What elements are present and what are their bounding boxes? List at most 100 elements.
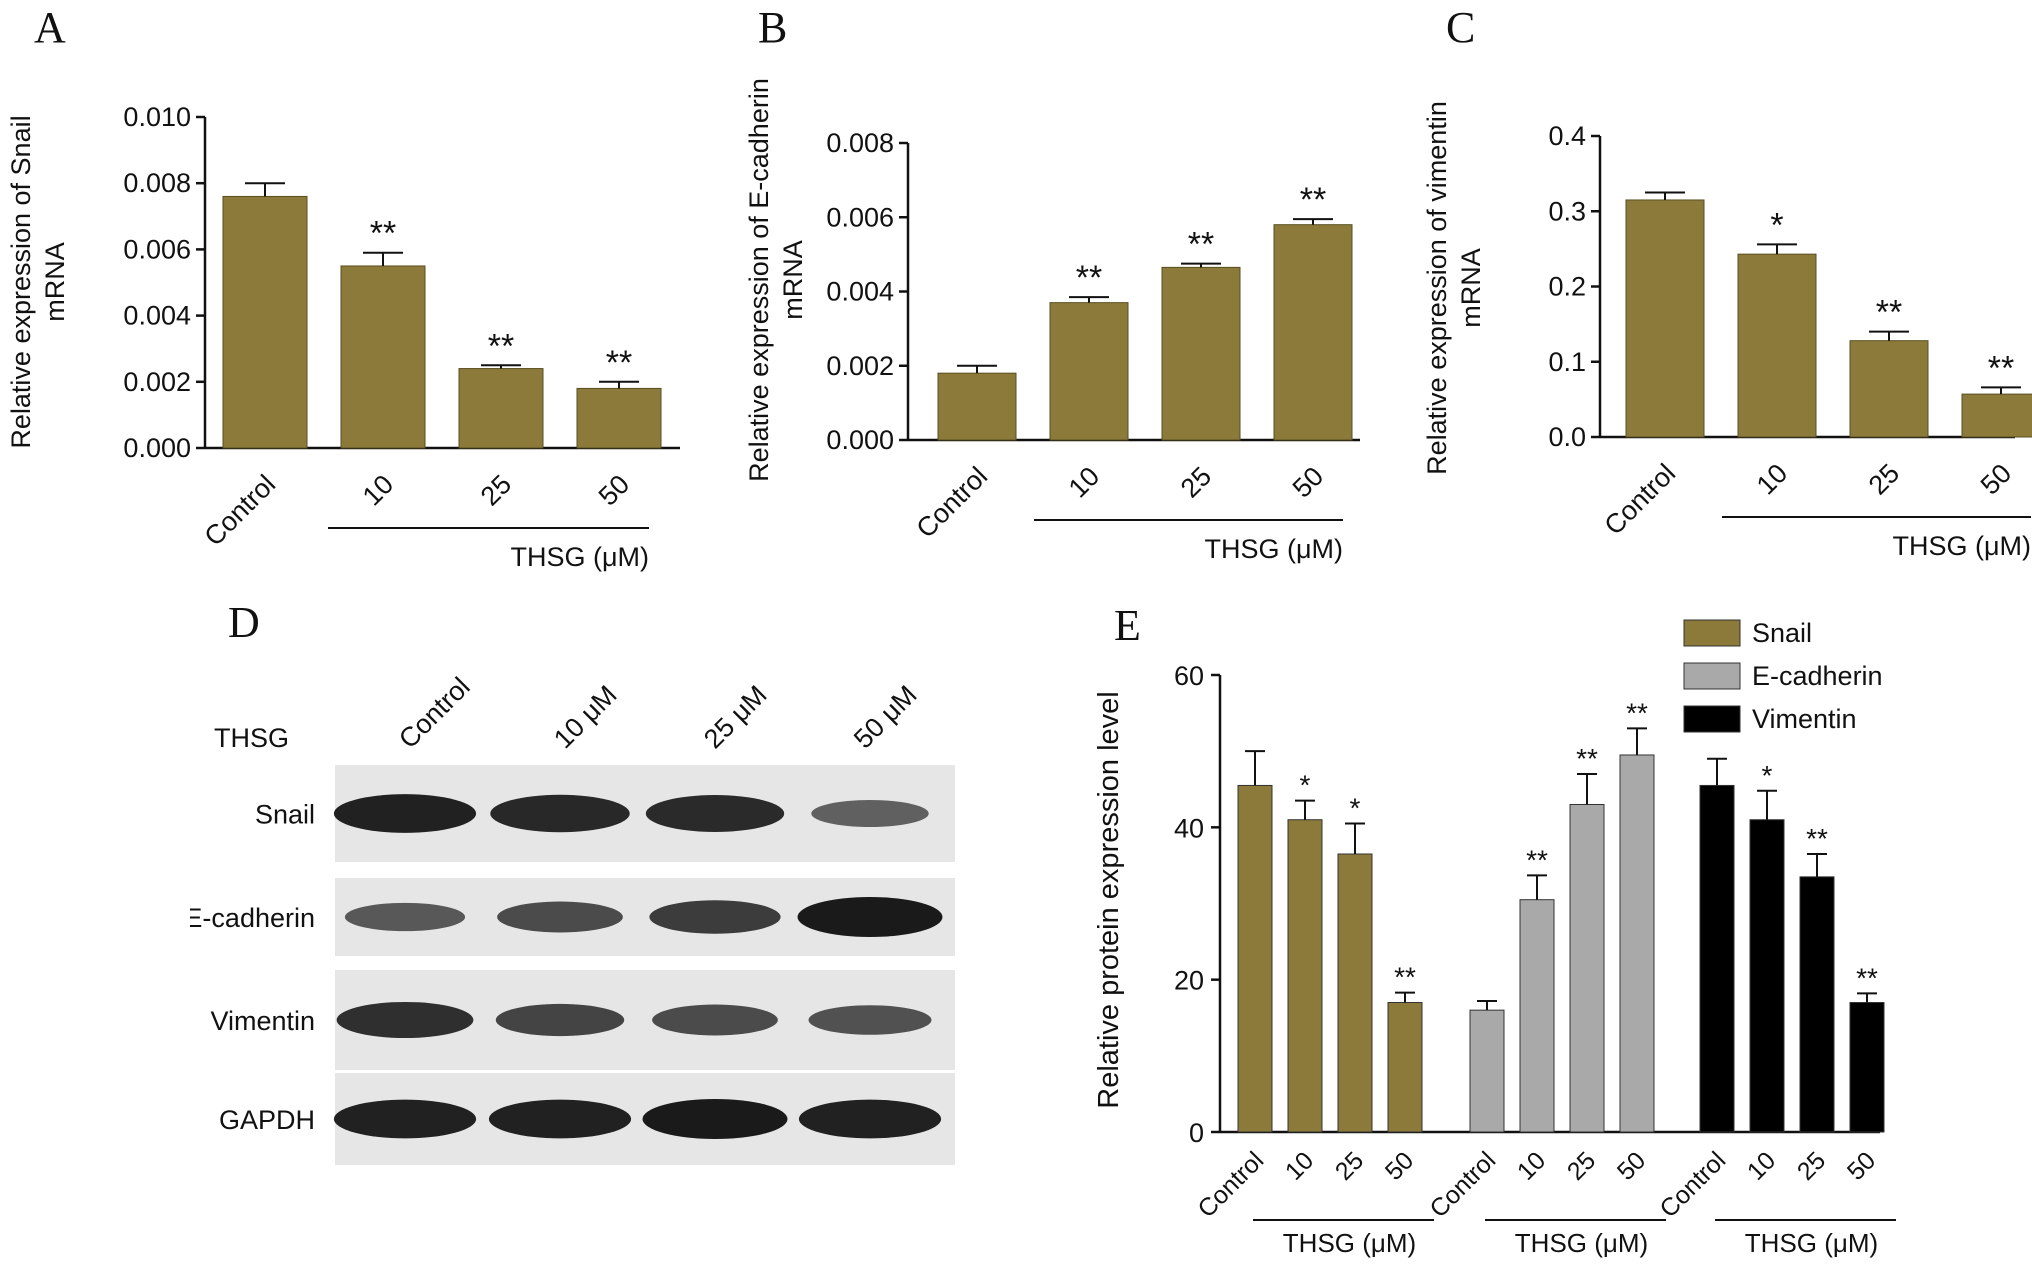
y-axis-label: Relative protein expression level xyxy=(1093,691,1125,1109)
x-tick-label: 25 xyxy=(1562,1146,1601,1185)
x-tick-label: 10 xyxy=(1742,1146,1781,1185)
bar xyxy=(1161,266,1241,441)
bar xyxy=(1519,899,1555,1133)
x-tick-label: 25 xyxy=(1330,1146,1369,1185)
significance-marker: ** xyxy=(1576,743,1598,774)
bar xyxy=(1737,253,1817,438)
x-tick-label: Control xyxy=(1598,458,1681,541)
x-tick-label: 50 xyxy=(1287,461,1329,503)
x-tick-label: 10 xyxy=(357,469,399,511)
protein-band xyxy=(336,1001,474,1039)
bar xyxy=(1961,393,2032,438)
bar xyxy=(1469,1009,1505,1133)
chart-a-snail-mrna: 0.000 0.002 0.004 0.006 0.008 0.010 Relative e… xyxy=(6,102,680,572)
y-tick-label: 0.008 xyxy=(826,128,894,158)
significance-marker: ** xyxy=(1626,697,1648,728)
y-tick-label: 0.3 xyxy=(1548,196,1586,226)
protein-band xyxy=(490,794,630,833)
protein-band xyxy=(497,901,623,933)
x-tick-label: 25 xyxy=(475,469,517,511)
significance-marker: ** xyxy=(370,215,396,253)
significance-marker: ** xyxy=(1526,844,1548,875)
lane-label: 10 μM xyxy=(548,680,623,755)
significance-marker: ** xyxy=(1394,962,1416,993)
x-tick-label: 25 xyxy=(1792,1146,1831,1185)
lane-label: 50 μM xyxy=(848,680,923,755)
legend-swatch xyxy=(1683,619,1741,647)
x-tick-label: 50 xyxy=(1975,458,2017,500)
bar xyxy=(222,195,308,449)
protein-band xyxy=(652,1004,778,1036)
legend-swatch xyxy=(1683,705,1741,733)
y-tick-label: 0 xyxy=(1189,1118,1204,1148)
y-axis-label: Relative expression of Snail xyxy=(6,115,36,448)
y-axis-label: mRNA xyxy=(40,242,70,322)
significance-marker: ** xyxy=(1856,962,1878,993)
x-tick-label: Control xyxy=(1424,1146,1501,1223)
panel-letter-b: B xyxy=(758,3,788,52)
x-tick-label: Control xyxy=(1654,1146,1731,1223)
panel-letter-d: D xyxy=(228,598,260,647)
x-tick-label: Control xyxy=(910,461,993,544)
y-axis-label: mRNA xyxy=(778,240,808,320)
group-label: THSG (μM) xyxy=(1204,534,1343,564)
x-tick-label: 50 xyxy=(1380,1146,1419,1185)
protein-band xyxy=(333,794,477,833)
protein-band xyxy=(642,1099,788,1139)
bar xyxy=(1749,819,1785,1133)
significance-marker: * xyxy=(1350,793,1361,824)
bar xyxy=(1625,199,1705,438)
bar xyxy=(1273,224,1353,441)
lane-label: 25 μM xyxy=(698,680,773,755)
bar xyxy=(1849,340,1929,438)
treatment-label: THSG xyxy=(214,723,289,753)
western-blot-d: THSG Control 10 μM 25 μM 50 μM Snail E-cadher… xyxy=(190,671,955,1165)
legend-label: Vimentin xyxy=(1752,704,1857,734)
panel-letter-a: A xyxy=(34,3,66,52)
significance-marker: ** xyxy=(1300,181,1326,219)
blot-row-label: GAPDH xyxy=(219,1105,315,1135)
y-tick-label: 0.010 xyxy=(123,102,191,132)
panel-letter-c: C xyxy=(1446,3,1476,52)
significance-marker: ** xyxy=(488,327,514,365)
significance-marker: * xyxy=(1770,206,1783,244)
bar xyxy=(1287,819,1323,1133)
group-label: THSG (μM) xyxy=(510,542,649,572)
bar xyxy=(1569,803,1605,1133)
y-tick-label: 0.002 xyxy=(123,367,191,397)
bar xyxy=(458,368,544,449)
y-tick-label: 0.1 xyxy=(1548,347,1586,377)
significance-marker: * xyxy=(1300,770,1311,801)
protein-band xyxy=(649,900,781,934)
y-axis-label: mRNA xyxy=(1456,248,1486,328)
bar xyxy=(1849,1002,1885,1133)
x-tick-label: 10 xyxy=(1751,458,1793,500)
significance-marker: ** xyxy=(1188,226,1214,264)
group-label: THSG (μM) xyxy=(1283,1228,1416,1258)
bar xyxy=(1387,1002,1423,1133)
x-tick-label: 10 xyxy=(1512,1146,1551,1185)
y-tick-label: 0.008 xyxy=(123,168,191,198)
bar xyxy=(1237,784,1273,1133)
protein-band xyxy=(808,1005,932,1035)
x-tick-label: 10 xyxy=(1063,461,1105,503)
x-tick-label: 25 xyxy=(1863,458,1905,500)
y-tick-label: 0.000 xyxy=(826,425,894,455)
lane-label: Control xyxy=(393,671,476,754)
y-tick-label: 0.002 xyxy=(826,351,894,381)
significance-marker: ** xyxy=(1076,259,1102,297)
significance-marker: ** xyxy=(606,344,632,382)
significance-marker: ** xyxy=(1988,349,2014,387)
blot-row-label: E-cadherin xyxy=(190,903,315,933)
blot-row-label: Vimentin xyxy=(210,1006,315,1036)
y-tick-label: 0.006 xyxy=(123,234,191,264)
bar xyxy=(1337,853,1373,1133)
y-tick-label: 0.4 xyxy=(1548,121,1586,151)
x-tick-label: Control xyxy=(1192,1146,1269,1223)
protein-band xyxy=(488,1099,632,1139)
legend-label: E-cadherin xyxy=(1752,661,1883,691)
significance-marker: ** xyxy=(1876,294,1902,332)
x-tick-label: 50 xyxy=(1612,1146,1651,1185)
y-axis-label: Relative expression of E-cadherin xyxy=(744,78,774,482)
y-tick-label: 0.0 xyxy=(1548,422,1586,452)
